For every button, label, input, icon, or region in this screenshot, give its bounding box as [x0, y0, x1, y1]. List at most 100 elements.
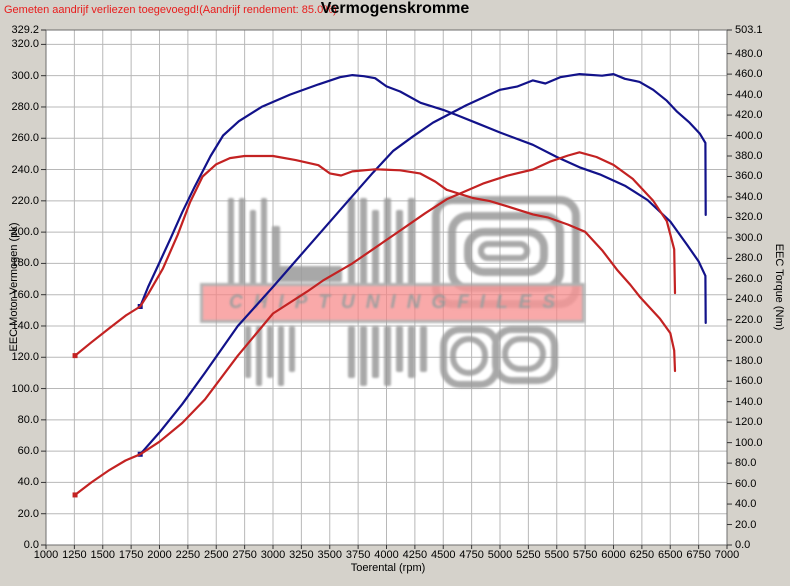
- watermark-bar: [267, 326, 273, 378]
- tick-label: 1250: [62, 549, 87, 561]
- tick-label: 460.0: [735, 68, 763, 81]
- watermark-bar: [396, 210, 403, 284]
- tick-label: 340.0: [735, 190, 763, 203]
- tick-label: 320.0: [735, 211, 763, 224]
- watermark-bar: [372, 326, 379, 378]
- tick-label: 5500: [544, 549, 569, 561]
- tick-label: 280.0: [11, 100, 39, 113]
- watermark-bar: [228, 198, 234, 286]
- watermark-bar: [278, 326, 284, 386]
- tick-label: 1000: [33, 549, 59, 561]
- watermark-bar: [261, 198, 267, 286]
- watermark-bar: [384, 198, 391, 284]
- tick-label: 380.0: [735, 150, 763, 162]
- tick-label: 4000: [374, 549, 399, 561]
- tick-label: 6250: [629, 549, 655, 561]
- watermark-bar: [360, 198, 367, 284]
- tick-label: 20.0: [17, 507, 39, 520]
- tick-label: 1500: [90, 549, 115, 561]
- tick-label: 240.0: [735, 293, 763, 306]
- tick-label: 280.0: [735, 252, 763, 265]
- tick-label: 100.0: [735, 436, 763, 449]
- tick-label: 160.0: [735, 375, 763, 388]
- tick-label: 160.0: [11, 288, 39, 301]
- tick-label: 120.0: [735, 416, 763, 429]
- tick-label: 4500: [431, 549, 456, 561]
- tick-label: 360.0: [735, 170, 763, 183]
- tick-label: 0.0: [735, 539, 751, 551]
- tick-label: 200.0: [11, 226, 39, 239]
- tick-label: 140.0: [735, 395, 763, 408]
- tick-label: 3250: [289, 549, 314, 561]
- tick-label: 220.0: [11, 194, 39, 207]
- tick-label: 1750: [118, 549, 144, 561]
- watermark-bar: [360, 326, 367, 386]
- watermark-bar: [420, 326, 427, 372]
- tick-label: 140.0: [11, 319, 39, 332]
- tick-label: 80.0: [735, 457, 757, 470]
- watermark-ring: [478, 241, 530, 261]
- tick-label: 6000: [601, 549, 626, 561]
- tick-label: 3500: [317, 549, 342, 561]
- tick-label: 2000: [147, 549, 172, 561]
- tick-label: 4750: [459, 549, 484, 561]
- tick-label: 400.0: [735, 129, 763, 142]
- tick-label: 0.0: [23, 539, 39, 551]
- watermark-bar: [256, 326, 262, 386]
- tick-label: 20.0: [735, 518, 757, 531]
- watermark-bar: [250, 210, 256, 286]
- watermark-ring: [450, 336, 488, 376]
- tick-label: 480.0: [735, 47, 763, 60]
- tick-label: 5250: [516, 549, 541, 561]
- tick-label: 3000: [260, 549, 286, 561]
- tick-label: 3750: [345, 549, 371, 561]
- tick-label: 420.0: [735, 109, 763, 122]
- watermark-bar: [272, 266, 342, 282]
- tick-label: 4250: [402, 549, 428, 561]
- tick-label: 5000: [487, 549, 513, 561]
- tick-label: 60.0: [735, 477, 757, 490]
- tick-label: 120.0: [11, 351, 39, 364]
- tick-label: 2750: [232, 549, 257, 561]
- tick-label: 260.0: [11, 132, 39, 145]
- tick-label: 220.0: [735, 313, 763, 326]
- watermark-text: CHIPTUNINGFILES: [228, 292, 567, 313]
- drivetrain-loss-note: Gemeten aandrijf verliezen toegevoegd!(A…: [4, 4, 337, 16]
- watermark-bar: [245, 326, 251, 378]
- tick-label: 2250: [175, 549, 201, 561]
- watermark-bar: [372, 210, 379, 284]
- tick-label: 503.1: [735, 24, 763, 36]
- tick-label: 260.0: [735, 272, 763, 285]
- watermark-ring: [502, 336, 546, 372]
- tick-label: 320.0: [11, 38, 39, 51]
- tick-label: 180.0: [11, 257, 39, 270]
- watermark-bar: [408, 326, 415, 378]
- tick-label: 100.0: [11, 382, 39, 395]
- tick-label: 240.0: [11, 163, 39, 176]
- tick-label: 329.2: [11, 24, 39, 36]
- tick-label: 40.0: [735, 498, 757, 511]
- watermark-bar: [348, 198, 355, 284]
- tick-label: 180.0: [735, 354, 763, 367]
- tick-label: 5750: [572, 549, 598, 561]
- tick-label: 300.0: [11, 69, 39, 82]
- tick-label: 300.0: [735, 231, 763, 244]
- tick-label: 2500: [204, 549, 229, 561]
- watermark-bar: [384, 326, 391, 386]
- tick-label: 7000: [714, 549, 740, 561]
- tick-label: 6500: [658, 549, 683, 561]
- tick-label: 80.0: [17, 413, 39, 426]
- watermark-banner: CHIPTUNINGFILES: [200, 283, 585, 323]
- watermark-bar: [408, 198, 415, 284]
- watermark-bar: [396, 326, 403, 372]
- watermark-bar: [348, 326, 355, 378]
- x-axis-title: Toerental (rpm): [350, 562, 426, 574]
- tick-label: 40.0: [17, 476, 39, 489]
- chart-title: Vermogenskromme: [320, 0, 470, 17]
- watermark-bar: [289, 326, 295, 372]
- watermark-bar: [239, 198, 245, 286]
- tick-label: 440.0: [735, 88, 763, 101]
- tick-label: 200.0: [735, 334, 763, 347]
